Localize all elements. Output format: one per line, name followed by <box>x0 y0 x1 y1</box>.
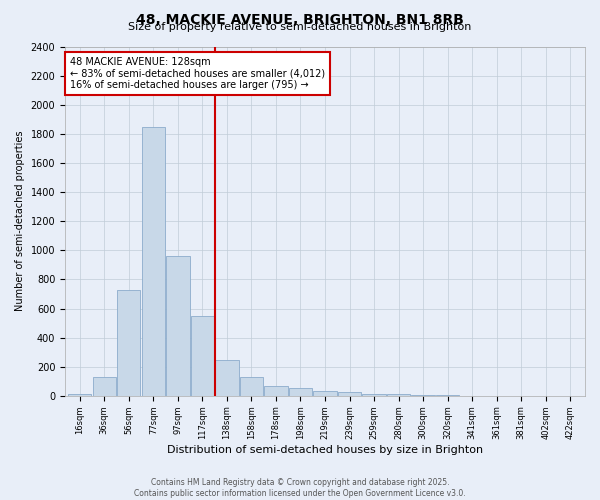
Bar <box>313 392 337 396</box>
Bar <box>166 256 190 396</box>
Bar <box>92 377 116 396</box>
Bar <box>412 395 435 396</box>
Bar <box>142 126 165 396</box>
Bar <box>265 386 287 396</box>
Bar <box>117 290 140 396</box>
Bar <box>289 388 312 396</box>
Text: 48 MACKIE AVENUE: 128sqm
← 83% of semi-detached houses are smaller (4,012)
16% o: 48 MACKIE AVENUE: 128sqm ← 83% of semi-d… <box>70 57 325 90</box>
Bar <box>338 392 361 396</box>
Bar <box>240 377 263 396</box>
Bar <box>191 316 214 396</box>
Bar <box>68 394 91 396</box>
Text: 48, MACKIE AVENUE, BRIGHTON, BN1 8RB: 48, MACKIE AVENUE, BRIGHTON, BN1 8RB <box>136 12 464 26</box>
X-axis label: Distribution of semi-detached houses by size in Brighton: Distribution of semi-detached houses by … <box>167 445 483 455</box>
Bar <box>387 394 410 396</box>
Text: Contains HM Land Registry data © Crown copyright and database right 2025.
Contai: Contains HM Land Registry data © Crown c… <box>134 478 466 498</box>
Bar <box>215 360 239 396</box>
Bar <box>362 394 386 396</box>
Y-axis label: Number of semi-detached properties: Number of semi-detached properties <box>15 131 25 312</box>
Text: Size of property relative to semi-detached houses in Brighton: Size of property relative to semi-detach… <box>128 22 472 32</box>
